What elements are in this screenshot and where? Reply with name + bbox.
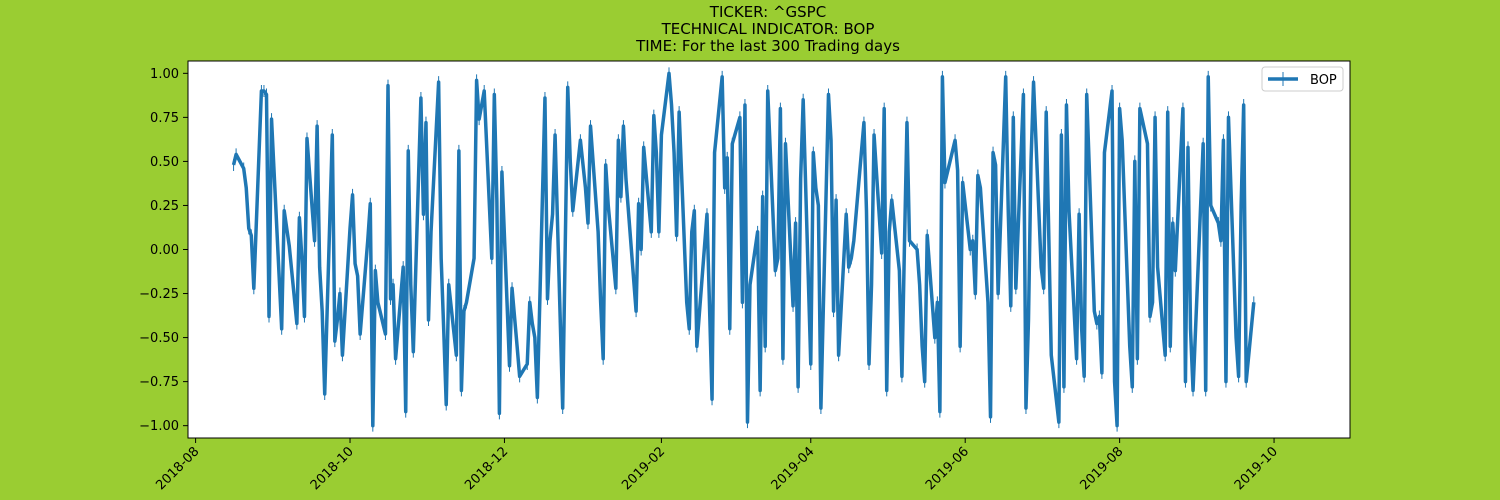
- chart-title-line-1: TICKER: ^GSPC: [709, 3, 826, 21]
- y-tick-label: 1.00: [150, 67, 179, 82]
- y-tick-label: −0.50: [139, 331, 179, 346]
- y-tick-label: −0.75: [139, 375, 179, 390]
- y-tick-label: −1.00: [139, 419, 179, 434]
- y-tick-label: 0.50: [150, 155, 179, 170]
- chart-title-line-2: TECHNICAL INDICATOR: BOP: [661, 20, 875, 38]
- bop-series: [231, 67, 1256, 432]
- legend-box: [1261, 66, 1344, 92]
- y-axis: 1.00 0.75 0.50 0.25 0.00 −0.25 −0.50 −0.75 −1.00: [139, 67, 188, 434]
- y-tick-label: 0.25: [150, 199, 179, 214]
- y-tick-label: 0.75: [150, 111, 179, 126]
- plot-frame: [187, 60, 1351, 439]
- y-tick-label: 0.00: [150, 243, 179, 258]
- bop-series-line: [231, 71, 1256, 428]
- chart-title-line-3: TIME: For the last 300 Trading days: [635, 37, 900, 55]
- y-tick-label: −0.25: [139, 287, 179, 302]
- legend: BOP: [1261, 66, 1344, 92]
- legend-label-bop: BOP: [1310, 73, 1337, 88]
